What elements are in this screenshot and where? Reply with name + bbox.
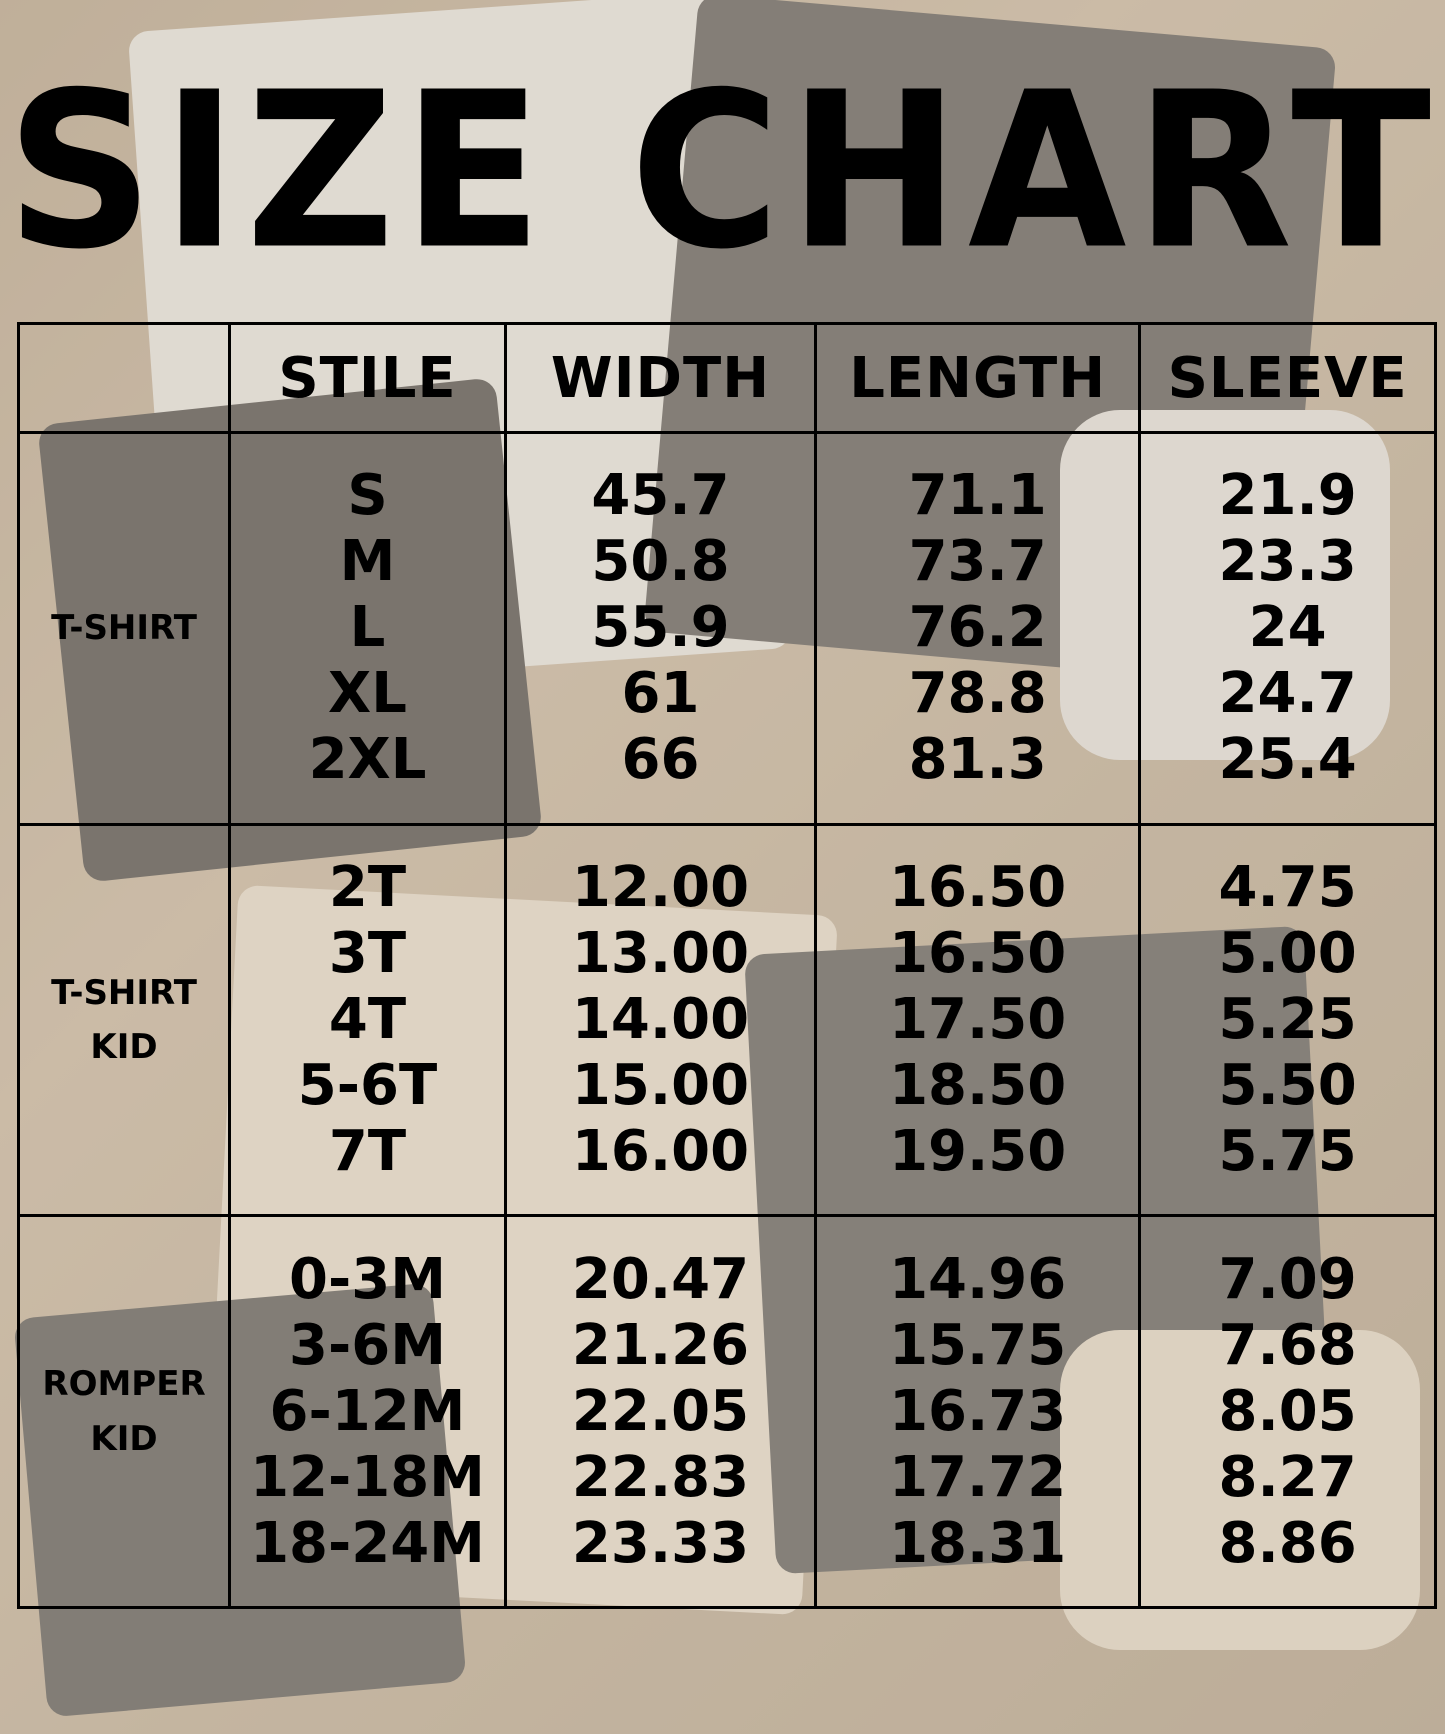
sizes-value: 3-6M	[289, 1312, 446, 1378]
length-value: 81.3	[908, 727, 1047, 793]
sleeve-value: 24.7	[1218, 661, 1357, 727]
sleeve-cell: 21.9 23.3 24 24.7 25.4	[1138, 431, 1437, 826]
sleeve-value: 25.4	[1218, 727, 1357, 793]
length-value: 15.75	[889, 1312, 1067, 1378]
length-cell: 71.1 73.7 76.2 78.8 81.3	[814, 431, 1142, 826]
sleeve-value: 8.05	[1218, 1378, 1357, 1444]
sleeve-value: 21.9	[1218, 463, 1357, 529]
category-label: ROMPER KID	[16, 1214, 232, 1609]
category-label: T-SHIRT KID	[16, 822, 232, 1218]
header-length: LENGTH	[814, 322, 1142, 434]
length-cell: 16.50 16.50 17.50 18.50 19.50	[814, 822, 1142, 1218]
length-value: 18.31	[889, 1510, 1067, 1576]
width-value: 50.8	[591, 529, 730, 595]
sizes-value: 3T	[328, 920, 407, 986]
width-value: 14.00	[571, 986, 750, 1052]
table-row: T-SHIRT S M L XL 2XL 45.7 50.8 55.9 61 66 71.1 73.7 7…	[16, 431, 1437, 826]
length-value: 78.8	[908, 661, 1047, 727]
sleeve-value: 24	[1248, 595, 1327, 661]
length-value: 76.2	[908, 595, 1047, 661]
length-value: 14.96	[889, 1246, 1067, 1312]
width-cell: 20.47 21.26 22.05 22.83 23.33	[503, 1214, 818, 1609]
sleeve-value: 5.25	[1218, 986, 1357, 1052]
sleeve-value: 8.86	[1218, 1510, 1357, 1576]
width-value: 15.00	[571, 1052, 750, 1118]
width-value: 23.33	[571, 1510, 750, 1576]
sizes-value: 2T	[328, 854, 407, 920]
width-value: 45.7	[591, 463, 730, 529]
table-row: ROMPER KID 0-3M 3-6M 6-12M 12-18M 18-24M 20.47 2…	[16, 1214, 1437, 1609]
width-value: 12.00	[571, 854, 750, 920]
sizes-value: 6-12M	[269, 1378, 466, 1444]
sizes-value: 7T	[328, 1118, 407, 1184]
length-value: 16.73	[889, 1378, 1067, 1444]
length-cell: 14.96 15.75 16.73 17.72 18.31	[814, 1214, 1142, 1609]
sleeve-value: 7.09	[1218, 1246, 1357, 1312]
sizes-cell: S M L XL 2XL	[228, 431, 507, 826]
category-label-line: ROMPER	[42, 1364, 206, 1405]
sizes-value: 5-6T	[297, 1052, 438, 1118]
width-value: 16.00	[571, 1118, 750, 1184]
category-label-line: KID	[90, 1026, 158, 1067]
sleeve-value: 8.27	[1218, 1444, 1357, 1510]
sleeve-value: 7.68	[1218, 1312, 1357, 1378]
width-value: 21.26	[571, 1312, 750, 1378]
header-width: WIDTH	[503, 322, 818, 434]
length-value: 73.7	[908, 529, 1047, 595]
sizes-value: 18-24M	[250, 1510, 485, 1576]
category-label: T-SHIRT	[16, 431, 232, 826]
sleeve-value: 23.3	[1218, 529, 1357, 595]
width-value: 22.83	[571, 1444, 750, 1510]
sleeve-value: 4.75	[1218, 854, 1357, 920]
size-table: STILE WIDTH LENGTH SLEEVE T-SHIRT S M L XL 2X…	[16, 322, 1437, 1609]
category-label-line: T-SHIRT	[51, 608, 197, 649]
sleeve-value: 5.50	[1218, 1052, 1357, 1118]
length-value: 71.1	[908, 463, 1047, 529]
header-sleeve: SLEEVE	[1138, 322, 1437, 434]
width-value: 22.05	[571, 1378, 750, 1444]
sleeve-value: 5.75	[1218, 1118, 1357, 1184]
length-value: 16.50	[889, 854, 1067, 920]
length-value: 17.72	[889, 1444, 1067, 1510]
width-cell: 12.00 13.00 14.00 15.00 16.00	[503, 822, 818, 1218]
length-value: 17.50	[889, 986, 1067, 1052]
sleeve-value: 5.00	[1218, 920, 1357, 986]
sizes-value: L	[349, 595, 386, 661]
sizes-value: 4T	[328, 986, 407, 1052]
width-value: 55.9	[591, 595, 730, 661]
sizes-cell: 0-3M 3-6M 6-12M 12-18M 18-24M	[228, 1214, 507, 1609]
sizes-value: 0-3M	[289, 1246, 446, 1312]
header-stile: STILE	[228, 322, 507, 434]
category-label-line: T-SHIRT	[51, 972, 197, 1013]
length-value: 18.50	[889, 1052, 1067, 1118]
sizes-value: M	[339, 529, 396, 595]
sizes-value: S	[347, 463, 388, 529]
sizes-value: XL	[328, 661, 407, 727]
page-title: SIZE CHART	[5, 47, 1440, 297]
sleeve-cell: 7.09 7.68 8.05 8.27 8.86	[1138, 1214, 1437, 1609]
sizes-value: 12-18M	[250, 1444, 485, 1510]
sizes-value: 2XL	[308, 727, 427, 793]
sizes-cell: 2T 3T 4T 5-6T 7T	[228, 822, 507, 1218]
category-label-line: KID	[90, 1418, 158, 1459]
length-value: 16.50	[889, 920, 1067, 986]
header-category	[16, 322, 232, 434]
width-value: 13.00	[571, 920, 750, 986]
header-row: STILE WIDTH LENGTH SLEEVE	[16, 322, 1437, 434]
width-value: 20.47	[571, 1246, 750, 1312]
sleeve-cell: 4.75 5.00 5.25 5.50 5.75	[1138, 822, 1437, 1218]
width-value: 66	[621, 727, 700, 793]
table-row: T-SHIRT KID 2T 3T 4T 5-6T 7T 12.00 13.00 14.00 15.…	[16, 822, 1437, 1218]
width-cell: 45.7 50.8 55.9 61 66	[503, 431, 818, 826]
width-value: 61	[621, 661, 700, 727]
length-value: 19.50	[889, 1118, 1067, 1184]
